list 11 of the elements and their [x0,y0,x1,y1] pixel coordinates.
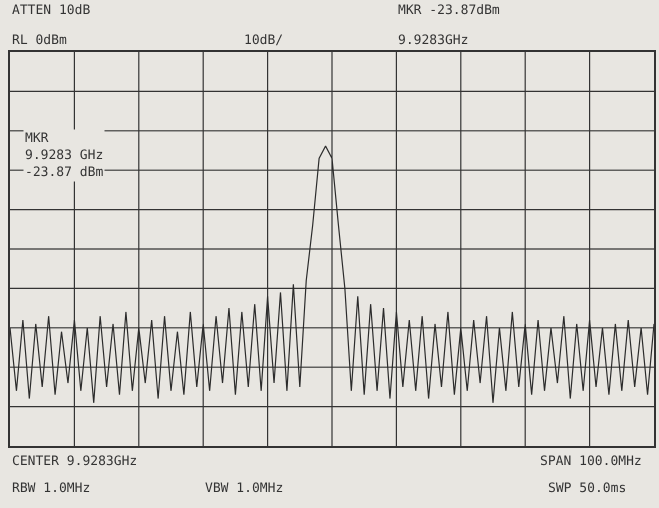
annotation: MKR 9.9283 GHz -23.87 dBm [25,131,104,180]
text: RL 0dBm [12,33,67,48]
text: RBW 1.0MHz [12,481,90,496]
text: SPAN 100.0MHz [540,454,642,469]
text: MKR -23.87dBm [398,3,500,18]
text: CENTER 9.9283GHz [12,454,138,469]
text: ATTEN 10dB [12,3,90,18]
text: 10dB/ [244,33,284,48]
text: 9.9283GHz [398,33,468,48]
text: SWP 50.0ms [548,481,626,496]
text: VBW 1.0MHz [205,481,284,496]
